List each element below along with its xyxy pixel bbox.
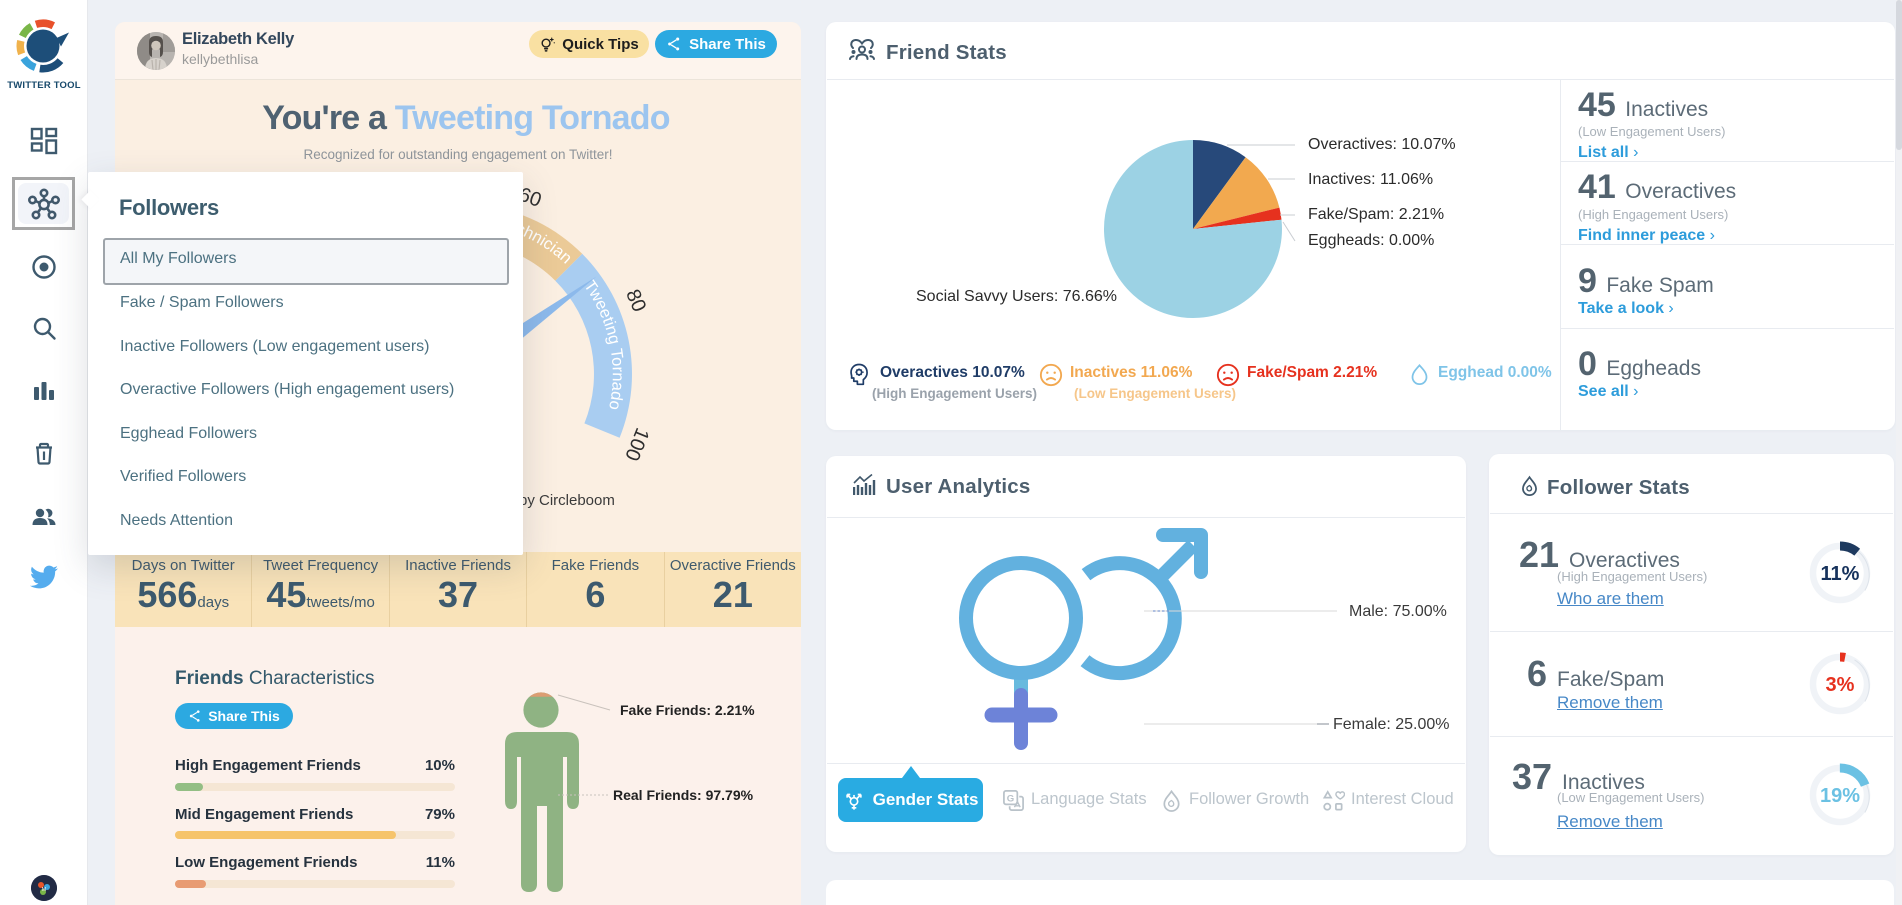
svg-text:100: 100 xyxy=(620,425,653,464)
svg-text:80: 80 xyxy=(621,286,650,315)
svg-text:11%: 11% xyxy=(1821,563,1860,585)
svg-text:G: G xyxy=(1007,793,1014,804)
svg-text:3%: 3% xyxy=(1826,674,1855,696)
svg-text:19%: 19% xyxy=(1820,785,1860,807)
svg-text:M: M xyxy=(42,887,46,893)
